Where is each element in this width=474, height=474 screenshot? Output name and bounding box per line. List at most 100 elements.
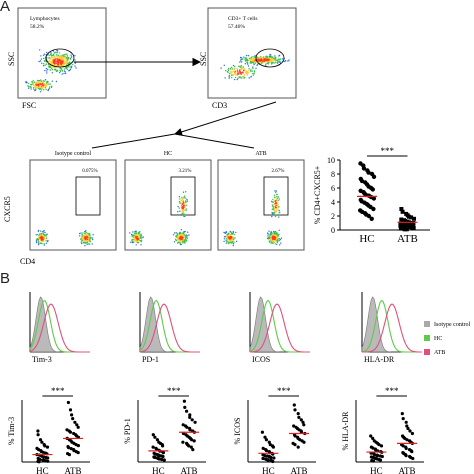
event-dot [271,208,273,211]
event-dot [177,242,179,244]
event-dot [252,66,254,68]
event-dot [38,60,40,63]
event-dot [89,237,91,239]
event-dot [89,233,91,235]
event-dot [272,206,274,208]
event-dot [62,58,65,61]
category-label: HC [359,233,374,245]
event-dot [58,63,60,65]
event-dot [177,238,179,240]
event-dot [182,207,184,209]
event-dot [40,58,43,60]
event-dot [44,64,46,66]
event-dot [245,70,248,73]
event-dot [273,203,275,206]
event-dot [179,210,181,212]
data-point [379,444,384,448]
event-dot [58,56,60,58]
event-dot [138,236,140,238]
event-dot [245,54,248,57]
event-dot [230,241,233,244]
event-dot [182,232,184,234]
event-dot [274,236,276,238]
event-dot [36,234,39,236]
dot-plot-ylabel: % ICOS [233,418,242,445]
event-dot [248,77,250,79]
event-dot [45,242,48,244]
event-dot [45,63,48,65]
event-dot [250,59,252,61]
event-dot [33,82,35,84]
data-point [193,420,197,424]
data-point [157,457,161,461]
event-dot [267,63,269,65]
event-dot [271,63,273,65]
histogram-atb-curve [29,303,90,353]
event-dot [268,58,270,61]
event-dot [134,238,136,240]
event-dot [61,73,63,75]
event-dot [27,85,29,87]
event-dot [271,213,274,216]
event-dot [287,60,289,62]
legend-swatch [424,349,430,355]
event-dot [225,242,228,244]
event-dot [56,64,58,67]
event-dot [46,233,48,235]
event-dot [91,243,93,245]
event-dot [132,234,134,236]
y-tick-label: 0 [331,226,335,235]
event-dot [183,240,186,242]
event-dot [237,72,239,75]
event-dot [47,89,49,92]
event-dot [233,78,236,81]
event-dot [30,83,32,86]
gating-plot-1-xlabel: FSC [22,101,36,110]
event-dot [85,231,87,234]
event-dot [183,212,185,214]
event-dot [251,56,253,58]
event-dot [185,208,187,210]
event-dot [267,62,269,64]
event-dot [60,57,63,60]
event-dot [41,242,43,245]
event-dot [80,237,82,240]
event-dot [49,58,51,60]
event-dot [179,198,181,200]
event-dot [265,63,267,65]
event-dot [239,61,241,63]
event-dot [36,239,38,241]
event-dot [39,83,42,86]
event-dot [272,212,275,214]
event-dot [32,80,34,82]
event-dot [70,56,73,58]
gating-plot-1-density [25,49,77,93]
event-dot [53,57,55,59]
data-point [411,221,416,225]
dot-plot: % ICOS HC ATB *** [233,386,316,474]
data-point [369,216,374,221]
data-point [398,226,403,231]
event-dot [243,68,245,71]
event-dot [89,241,92,243]
event-dot [52,50,55,52]
event-dot [184,208,186,211]
event-dot [61,56,63,59]
dot-plot-ylabel: % PD-1 [123,418,132,444]
event-dot [86,241,89,244]
event-dot [37,230,39,232]
event-dot [253,58,256,60]
event-dot [62,54,64,56]
event-dot [35,88,37,90]
event-dot [139,240,142,242]
event-dot [63,72,65,75]
data-point [401,444,405,448]
event-dot [257,59,260,61]
data-point [267,440,271,444]
event-dot [64,61,67,63]
event-dot [134,230,136,233]
event-dot [45,240,47,242]
data-point [293,434,297,438]
event-dot [245,56,247,59]
y-tick-label: 10 [327,156,335,165]
